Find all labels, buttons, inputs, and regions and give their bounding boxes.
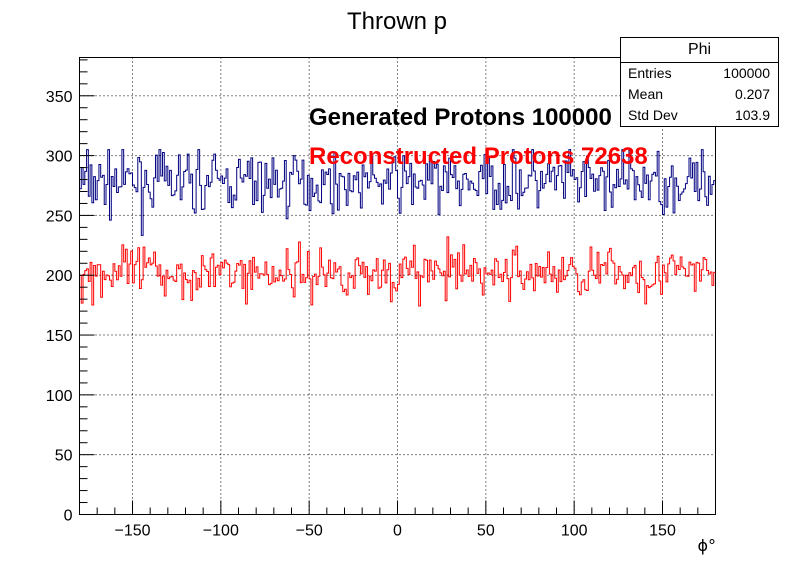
stats-title: Phi [621,38,778,63]
x-tick-label: −100 [203,523,239,540]
mean-value: 0.207 [734,86,770,102]
y-tick-label: 0 [64,508,73,525]
stats-row-mean: Mean 0.207 [621,84,778,105]
x-tick-label: 100 [561,523,588,540]
stats-row-entries: Entries 100000 [621,63,778,84]
y-tick-label: 300 [46,149,73,166]
x-tick-label: 50 [477,523,495,540]
x-axis-label: ϕ° [697,536,716,555]
reconstructed-protons-histogram [79,236,716,307]
x-tick-label: 0 [393,523,402,540]
stats-row-stddev: Std Dev 103.9 [621,105,778,126]
stats-box: Phi Entries 100000 Mean 0.207 Std Dev 10… [620,37,779,127]
entries-label: Entries [628,65,672,81]
y-tick-label: 250 [46,208,73,225]
chart-title: Thrown p [347,8,447,35]
histogram-series [79,149,716,307]
y-tick-label: 350 [46,89,73,106]
x-tick-label: −50 [296,523,323,540]
mean-label: Mean [628,86,664,102]
generated-protons-label: Generated Protons 100000 [309,104,612,131]
axes: −150 −100 −50 0 50 100 150 0 50 100 150 200 250 300 35… [46,59,699,540]
y-tick-label: 100 [46,388,73,405]
stddev-value: 103.9 [734,107,770,123]
stddev-label: Std Dev [628,107,678,123]
x-tick-label: 150 [649,523,676,540]
y-tick-label: 200 [46,268,73,285]
generated-protons-histogram [79,149,716,236]
y-tick-label: 50 [55,448,73,465]
reconstructed-protons-label: Reconstructed Protons 72638 [309,143,648,170]
entries-value: 100000 [723,65,770,81]
x-tick-label: −150 [114,523,150,540]
y-tick-label: 150 [46,328,73,345]
